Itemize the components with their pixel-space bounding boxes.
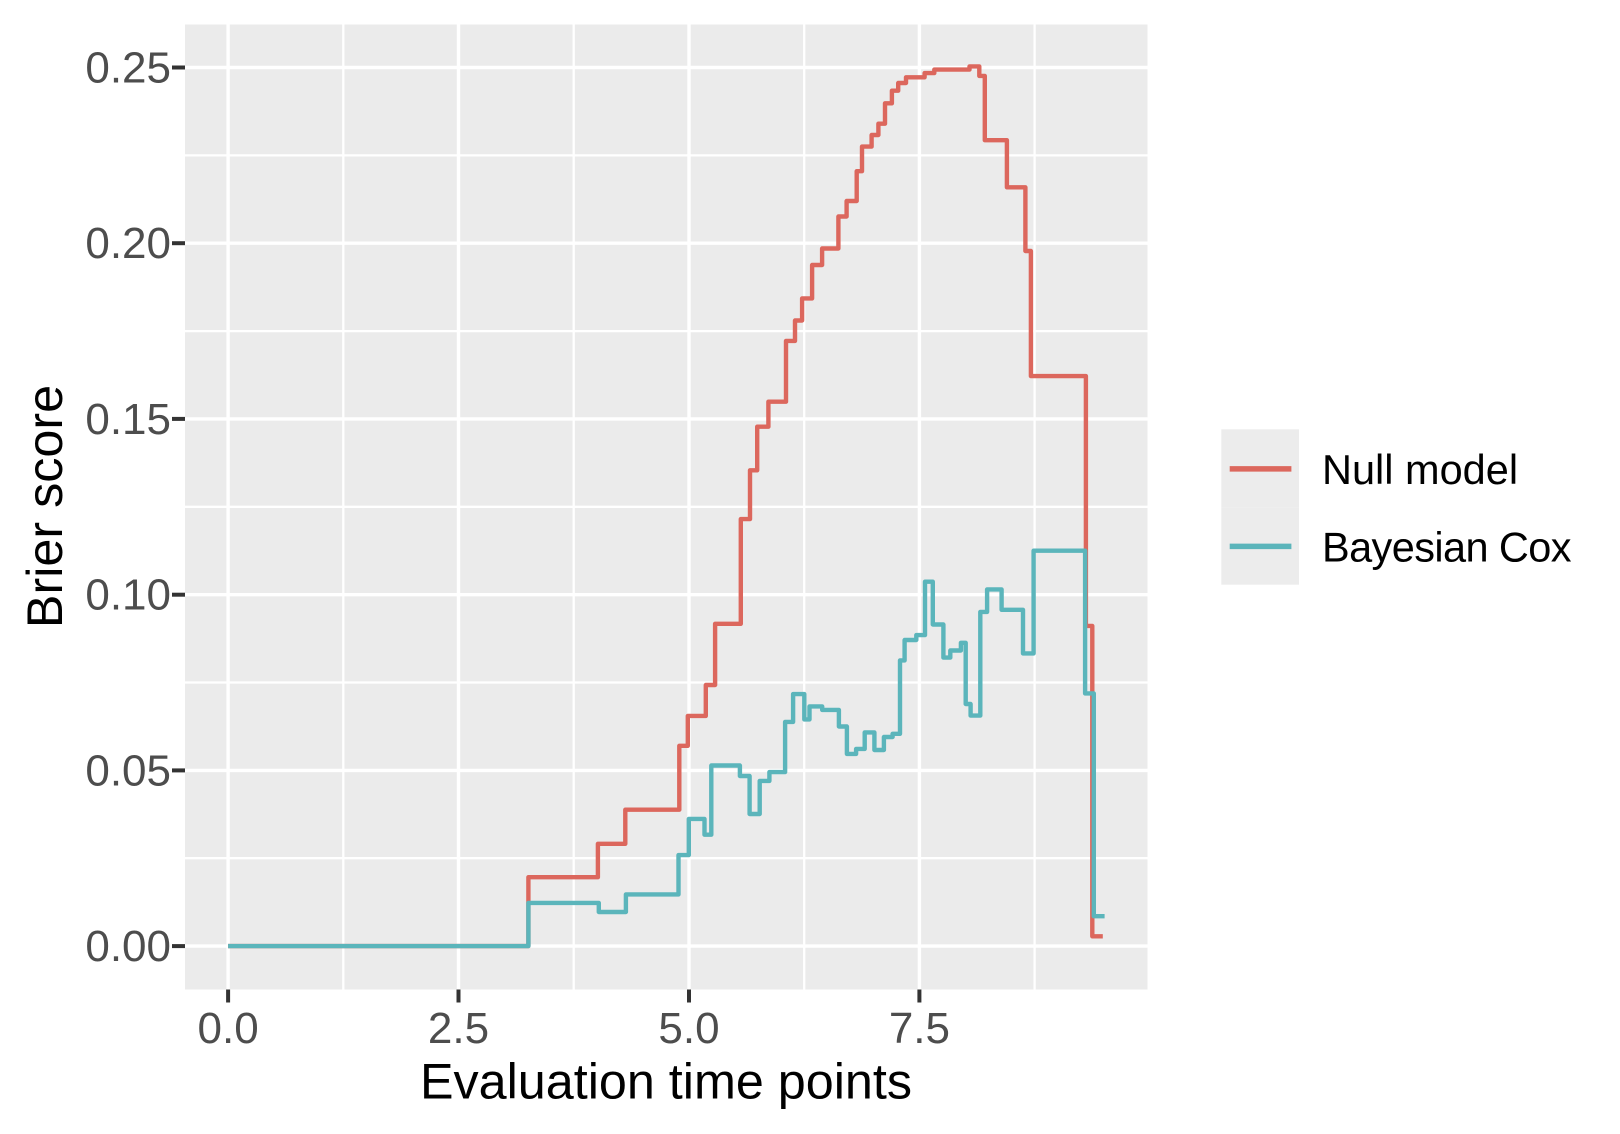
svg-text:Brier score: Brier score [16, 385, 73, 628]
svg-text:0.20: 0.20 [85, 219, 171, 268]
svg-text:0.15: 0.15 [85, 395, 171, 444]
svg-text:7.5: 7.5 [889, 1004, 950, 1053]
svg-text:0.25: 0.25 [85, 44, 171, 93]
svg-text:0.0: 0.0 [198, 1004, 259, 1053]
svg-text:Bayesian Cox: Bayesian Cox [1322, 524, 1572, 571]
svg-text:0.05: 0.05 [85, 746, 171, 795]
svg-text:Evaluation time points: Evaluation time points [420, 1052, 912, 1109]
svg-text:2.5: 2.5 [428, 1004, 489, 1053]
svg-text:5.0: 5.0 [658, 1004, 719, 1053]
svg-text:0.00: 0.00 [85, 922, 171, 971]
svg-text:0.10: 0.10 [85, 571, 171, 620]
svg-text:Null model: Null model [1322, 446, 1518, 493]
